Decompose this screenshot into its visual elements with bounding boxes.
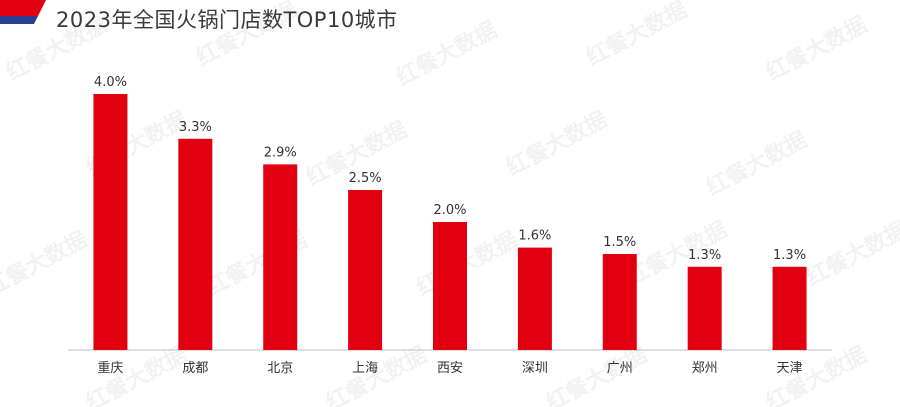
x-tick-label-8: 天津 — [777, 361, 803, 376]
data-label-3: 2.5% — [349, 171, 382, 186]
data-label-4: 2.0% — [433, 203, 466, 218]
x-tick-label-5: 深圳 — [522, 361, 548, 376]
watermark-text: 红餐大数据 — [802, 217, 900, 292]
data-label-2: 2.9% — [264, 145, 297, 160]
watermark-text: 红餐大数据 — [542, 342, 651, 407]
header-flag-icon — [0, 0, 46, 24]
chart-title: 2023年全国火锅门店数TOP10城市 — [56, 8, 398, 32]
watermark-text: 红餐大数据 — [392, 17, 501, 92]
bar-2 — [263, 164, 298, 350]
watermark-text: 红餐大数据 — [582, 0, 691, 71]
bar-3 — [348, 190, 383, 350]
data-label-6: 1.5% — [603, 235, 636, 250]
watermark-text: 红餐大数据 — [762, 12, 871, 87]
x-tick-label-7: 郑州 — [692, 361, 718, 376]
data-label-5: 1.6% — [518, 229, 551, 244]
x-tick-label-1: 成都 — [182, 361, 208, 376]
bar-1 — [178, 138, 213, 350]
x-tick-label-6: 广州 — [607, 361, 633, 376]
data-label-8: 1.3% — [773, 248, 806, 263]
bar-6 — [602, 254, 637, 350]
data-label-0: 4.0% — [94, 75, 127, 90]
data-label-1: 3.3% — [179, 120, 212, 135]
chart-header: 2023年全国火锅门店数TOP10城市 — [0, 0, 900, 40]
watermark-text: 红餐大数据 — [702, 127, 811, 202]
bar-5 — [517, 247, 552, 350]
watermark-text: 红餐大数据 — [502, 107, 611, 182]
bar-8 — [772, 266, 807, 350]
watermark-text: 红餐大数据 — [0, 227, 91, 302]
bar-4 — [433, 222, 467, 350]
x-tick-label-4: 西安 — [437, 361, 463, 376]
bar-0 — [93, 94, 128, 350]
x-tick-label-0: 重庆 — [97, 360, 123, 376]
x-tick-label-2: 北京 — [267, 361, 293, 376]
watermark-text: 红餐大数据 — [192, 0, 301, 71]
bar-7 — [687, 266, 722, 350]
x-tick-label-3: 上海 — [352, 361, 378, 376]
data-label-7: 1.3% — [688, 248, 721, 263]
